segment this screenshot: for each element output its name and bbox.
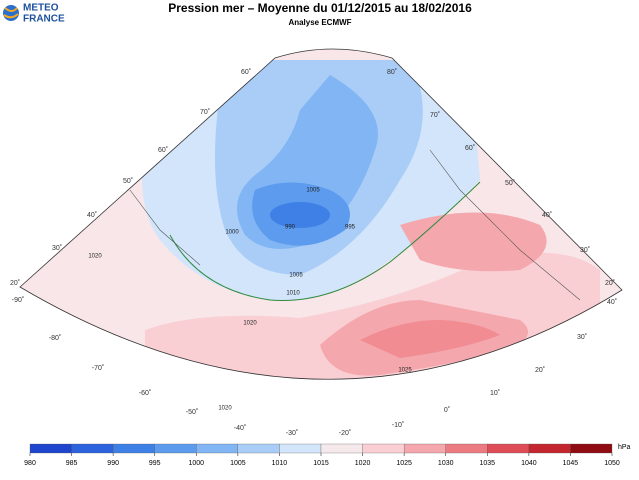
contour-label: 1020 bbox=[243, 321, 257, 327]
graticule-label: 70˚ bbox=[430, 111, 440, 119]
colorbar-unit: hPa bbox=[618, 444, 631, 451]
graticule-label: -60˚ bbox=[139, 389, 151, 397]
contour-label: 1005 bbox=[306, 188, 320, 194]
colorbar-bin bbox=[237, 443, 280, 454]
colorbar-label: 1010 bbox=[272, 460, 288, 467]
graticule-label: 50˚ bbox=[505, 179, 515, 187]
contour-label: 990 bbox=[285, 225, 296, 231]
graticule-label: 10˚ bbox=[490, 389, 500, 397]
graticule-label: -90˚ bbox=[12, 296, 24, 304]
graticule-label: 60˚ bbox=[465, 144, 475, 152]
graticule-label: -50˚ bbox=[186, 408, 198, 416]
colorbar-bin bbox=[362, 443, 405, 454]
colorbar-bin bbox=[570, 443, 613, 454]
graticule-label: -80˚ bbox=[49, 334, 61, 342]
graticule-label: 60˚ bbox=[241, 68, 251, 76]
graticule-label: 20˚ bbox=[10, 279, 20, 287]
graticule-label: -20˚ bbox=[339, 429, 351, 437]
colorbar-bin bbox=[279, 443, 322, 454]
colorbar-bin bbox=[487, 443, 530, 454]
graticule-label: 60˚ bbox=[158, 146, 168, 154]
graticule-label: 50˚ bbox=[123, 177, 133, 185]
graticule-label: 30˚ bbox=[52, 244, 62, 252]
coastline bbox=[129, 149, 581, 301]
graticule-label: -70˚ bbox=[92, 364, 104, 372]
graticule-label: 0˚ bbox=[444, 406, 450, 414]
map-frame bbox=[19, 48, 623, 380]
colorbar-bin bbox=[320, 443, 363, 454]
contour-1015 bbox=[169, 181, 481, 301]
graticule-label: 40˚ bbox=[87, 211, 97, 219]
colorbar-label: 1000 bbox=[188, 460, 204, 467]
colorbar-label: 1045 bbox=[563, 460, 579, 467]
graticule-label: 20˚ bbox=[535, 366, 545, 374]
graticule-label: 80˚ bbox=[387, 68, 397, 76]
colorbar-label: 1020 bbox=[355, 460, 371, 467]
colorbar-bin bbox=[403, 443, 446, 454]
colorbar-label: 985 bbox=[66, 460, 78, 467]
logo: METEO FRANCE bbox=[3, 3, 65, 25]
contour-label: 1005 bbox=[289, 273, 303, 279]
colorbar-bin bbox=[528, 443, 571, 454]
labels: 60˚ 80˚ 70˚ 60˚ 50˚ 40˚ 30˚ 20˚ -90˚ 70˚ 60˚ 50˚ 40˚… bbox=[10, 68, 617, 437]
graticule-label: 20˚ bbox=[605, 279, 615, 287]
colorbar: 980 985 990 995 1000 1005 1010 1015 1020 1025 1030… bbox=[24, 444, 630, 467]
contour-label: 1000 bbox=[225, 230, 239, 236]
colorbar-bin bbox=[29, 443, 72, 454]
colorbar-bin bbox=[445, 443, 488, 454]
colorbar-label: 1030 bbox=[438, 460, 454, 467]
colorbar-label: 1050 bbox=[604, 460, 620, 467]
colorbar-label: 1005 bbox=[230, 460, 246, 467]
colorbar-label: 1015 bbox=[313, 460, 329, 467]
colorbar-bin bbox=[154, 443, 197, 454]
colorbar-label: 1025 bbox=[396, 460, 412, 467]
colorbar-bin bbox=[71, 443, 114, 454]
colorbar-label: 1040 bbox=[521, 460, 537, 467]
graticule-label: 40˚ bbox=[607, 298, 617, 306]
graticule-label: -30˚ bbox=[286, 429, 298, 437]
colorbar-bin bbox=[112, 443, 155, 454]
field-990 bbox=[270, 202, 330, 228]
colorbar-label: 1035 bbox=[479, 460, 495, 467]
colorbar-label: 980 bbox=[24, 460, 36, 467]
contour-label: 1025 bbox=[398, 368, 412, 374]
title: Pression mer – Moyenne du 01/12/2015 au … bbox=[168, 1, 472, 15]
graticule-label: 30˚ bbox=[577, 333, 587, 341]
graticule-label: 70˚ bbox=[200, 108, 210, 116]
graticule-label: -40˚ bbox=[234, 424, 246, 432]
graticule-label: 30˚ bbox=[580, 246, 590, 254]
contour-label: 995 bbox=[345, 225, 356, 231]
contour-label: 1010 bbox=[286, 291, 300, 297]
colorbar-label: 990 bbox=[107, 460, 119, 467]
graticule-label: -10˚ bbox=[392, 421, 404, 429]
graticule-label: 40˚ bbox=[542, 211, 552, 219]
logo-text: FRANCE bbox=[23, 14, 65, 25]
colorbar-label: 995 bbox=[149, 460, 161, 467]
field-1030 bbox=[360, 320, 500, 358]
logo-globe bbox=[3, 5, 19, 21]
logo-swoosh bbox=[3, 7, 19, 19]
logo-text: METEO bbox=[23, 3, 59, 14]
subtitle: Analyse ECMWF bbox=[288, 18, 351, 27]
colorbar-bin bbox=[196, 443, 239, 454]
contour-label: 1020 bbox=[218, 406, 232, 412]
contour-label: 1020 bbox=[88, 254, 102, 260]
field-1025 bbox=[400, 212, 547, 272]
